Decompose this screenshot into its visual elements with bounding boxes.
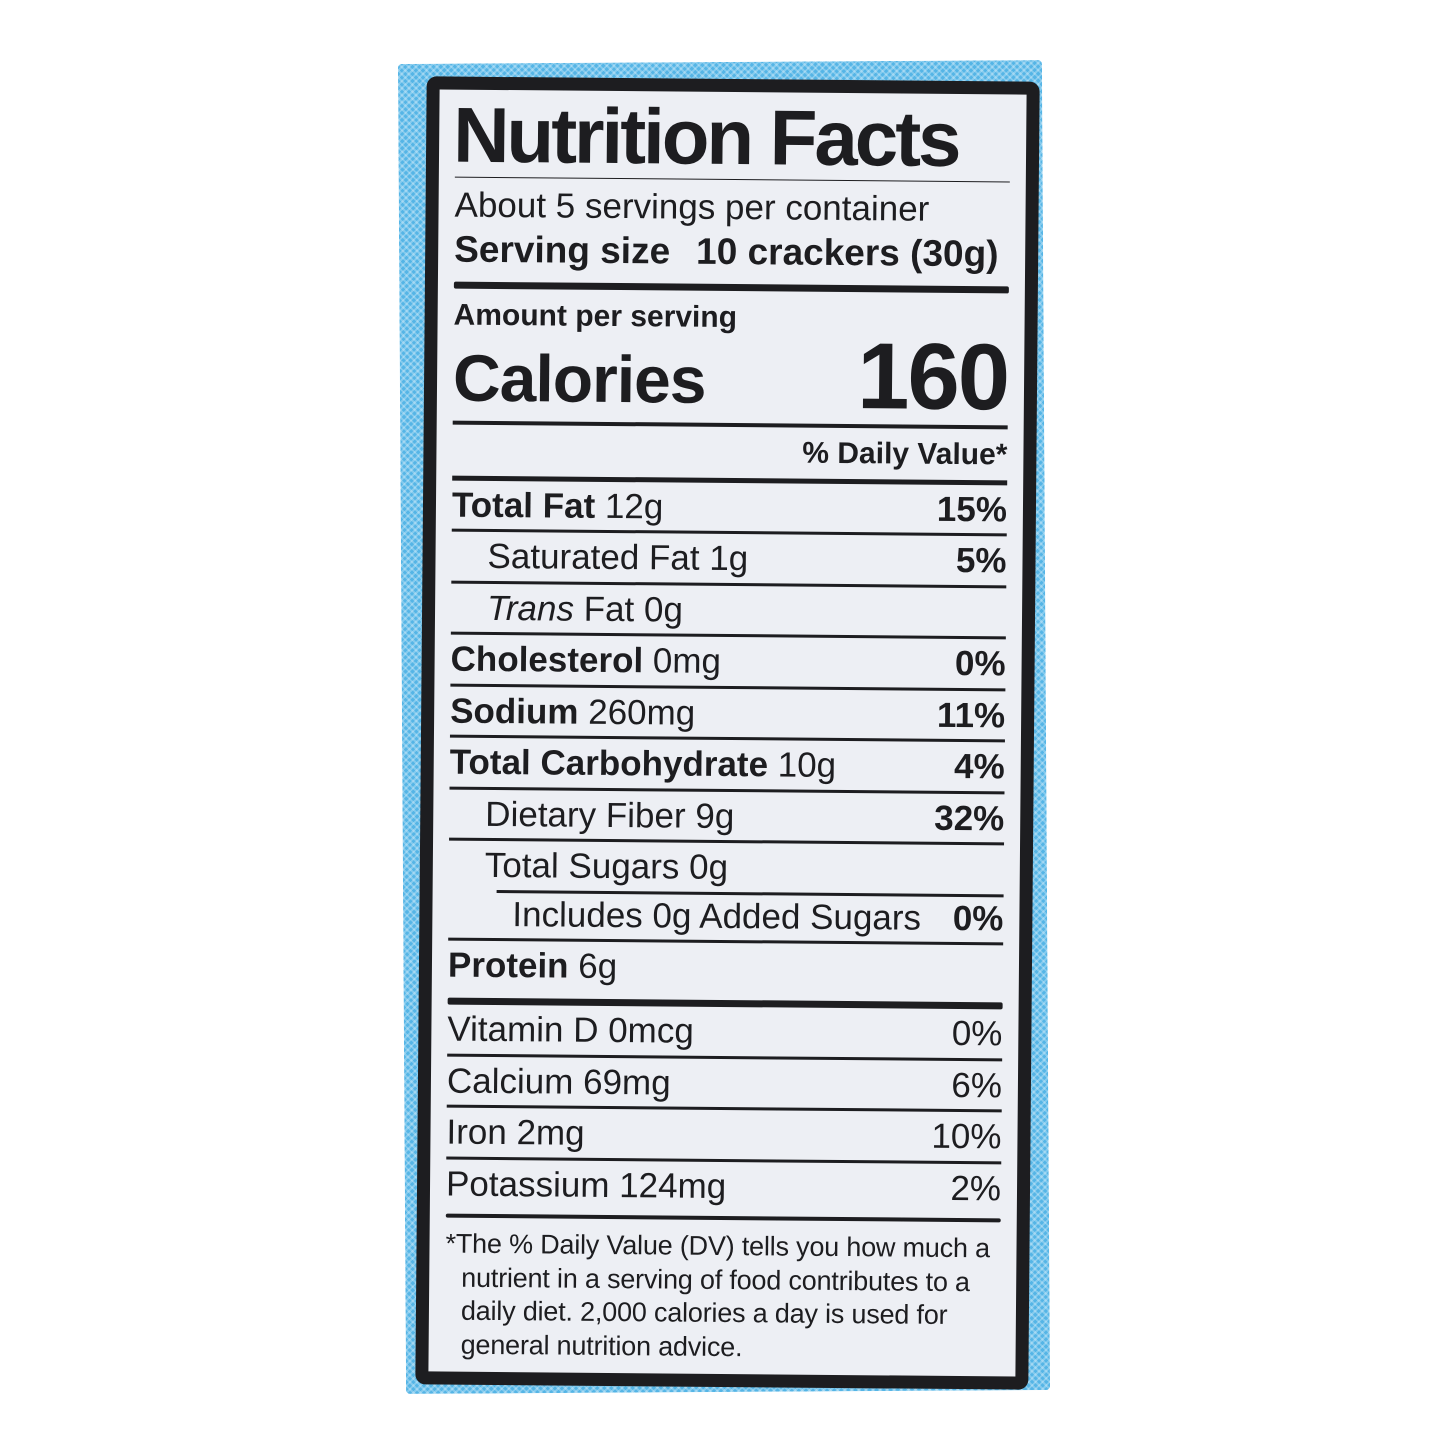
serving-size-label: Serving size — [454, 229, 671, 272]
daily-value-footnote: *The % Daily Value (DV) tells you how mu… — [445, 1228, 991, 1362]
nutrient-name: Total Carbohydrate 10g — [449, 742, 837, 786]
nutrient-name: Cholesterol 0mg — [450, 639, 722, 682]
thick-divider — [453, 281, 1009, 293]
nutrient-name: Total Sugars 0g — [484, 845, 729, 888]
nutrient-name: Iron 2mg — [446, 1112, 585, 1154]
nutrient-name: Trans Fat 0g — [486, 588, 684, 630]
calories-value: 160 — [856, 322, 1009, 429]
nutrient-row-protein: Protein 6g — [447, 937, 1004, 994]
servings-per-container: About 5 servings per container — [454, 185, 930, 229]
nutrient-name: Dietary Fiber 9g — [485, 794, 735, 836]
nutrient-row-trans-fat: Trans Fat 0g — [450, 580, 1007, 637]
serving-size-row: Serving size 10 crackers (30g) — [454, 229, 1009, 276]
micronutrient-rows: Vitamin D 0mcg 0% Calcium 69mg 6% Iron 2… — [445, 1005, 1003, 1213]
nutrient-percent: 0% — [954, 644, 1006, 684]
thick-divider — [445, 1213, 1001, 1223]
nutrient-row-total-fat: Total Fat 12g 15% — [452, 480, 1007, 533]
micronutrient-row-iron: Iron 2mg 10% — [446, 1104, 1002, 1162]
nutrient-name: Potassium 124mg — [445, 1164, 727, 1206]
nutrient-percent: 6% — [951, 1065, 1003, 1106]
nutrient-name: Sodium 260mg — [450, 691, 696, 733]
label-title: Nutrition Facts — [452, 90, 959, 183]
nutrient-row-added-sugars: Includes 0g Added Sugars 0% — [448, 889, 1003, 942]
nutrient-row-sodium: Sodium 260mg 11% — [449, 683, 1006, 740]
nutrient-percent: 0% — [951, 1014, 1003, 1054]
nutrient-percent: 4% — [953, 747, 1005, 787]
nutrient-rows: Total Fat 12g 15% Saturated Fat 1g 5% Tr… — [447, 480, 1007, 994]
nutrient-percent: 5% — [955, 541, 1007, 581]
nutrient-row-total-sugars: Total Sugars 0g — [448, 837, 1005, 894]
micronutrient-row-vitamin-d: Vitamin D 0mcg 0% — [447, 1005, 1002, 1058]
micronutrient-row-potassium: Potassium 124mg 2% — [445, 1156, 1002, 1213]
calories-row: Calories 160 — [452, 322, 1009, 429]
nutrient-percent: 15% — [936, 489, 1008, 530]
nutrient-row-total-carbohydrate: Total Carbohydrate 10g 4% — [449, 734, 1005, 791]
nutrient-name: Calcium 69mg — [446, 1061, 671, 1103]
nutrition-facts-label: Nutrition Facts About 5 servings per con… — [415, 76, 1040, 1390]
nutrient-name: Includes 0g Added Sugars — [512, 894, 922, 938]
nutrient-percent: 0% — [952, 898, 1004, 938]
nutrient-row-cholesterol: Cholesterol 0mg 0% — [450, 631, 1006, 689]
nutrient-row-dietary-fiber: Dietary Fiber 9g 32% — [449, 786, 1005, 843]
daily-value-header: % Daily Value* — [452, 424, 1008, 486]
nutrient-row-saturated-fat: Saturated Fat 1g 5% — [451, 528, 1007, 586]
nutrient-name: Total Fat 12g — [451, 485, 664, 527]
nutrient-name: Saturated Fat 1g — [487, 536, 749, 579]
calories-label: Calories — [452, 340, 706, 417]
nutrient-name: Protein 6g — [447, 945, 618, 987]
nutrient-percent: 2% — [950, 1168, 1002, 1209]
nutrient-percent: 32% — [934, 798, 1005, 838]
micronutrient-row-calcium: Calcium 69mg 6% — [446, 1053, 1003, 1110]
nutrient-percent: 11% — [936, 695, 1006, 735]
serving-size-value: 10 crackers (30g) — [695, 231, 999, 275]
nutrient-name: Vitamin D 0mcg — [447, 1009, 694, 1051]
nutrient-percent: 10% — [931, 1117, 1002, 1157]
